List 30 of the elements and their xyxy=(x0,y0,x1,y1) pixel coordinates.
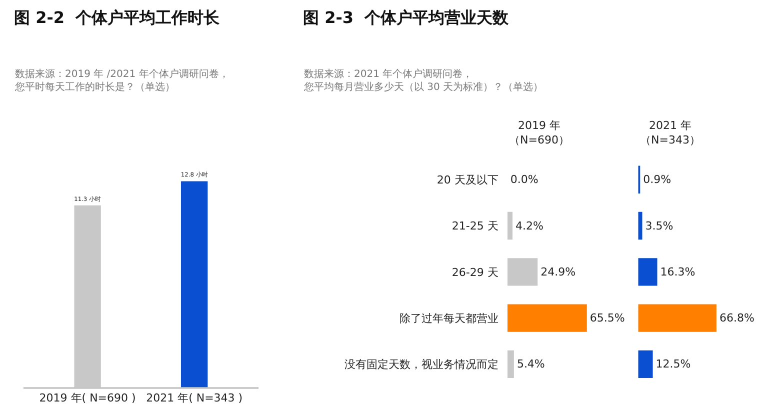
bar xyxy=(507,304,587,332)
y-tick-label: 除了过年每天都营业 xyxy=(399,312,498,325)
text: 数据来源：2021 年个体户调研问卷，您平均每月营业多少天（以 30 天为标准）？（单选） xyxy=(303,68,544,93)
text: 2019 年（N=690） xyxy=(509,119,570,146)
x-tick-label: 2019 年( N=690 ) xyxy=(39,391,136,404)
bar xyxy=(638,304,716,332)
y-tick-label: 21-25 天 xyxy=(452,220,498,233)
chart-subtitle: 数据来源：2019 年 /2021 年个体户调研问卷，您平时每天工作的时长是？（单选） xyxy=(14,68,229,93)
data-label: 4.2% xyxy=(515,219,544,232)
data-label: 3.5% xyxy=(645,219,674,232)
data-label: 66.8% xyxy=(719,312,754,325)
data-label: 16.3% xyxy=(660,265,696,278)
x-tick-label: 2021 年( N=343 ) xyxy=(146,391,243,404)
bar xyxy=(507,350,514,378)
data-label: 65.5% xyxy=(590,312,625,325)
data-label: 0.0% xyxy=(510,173,538,186)
y-tick-label: 没有固定天数，视业务情况而定 xyxy=(344,358,498,372)
text: 2021 年（N=343） xyxy=(640,119,700,146)
chart-title: 图 2-2 个体户平均工作时长 xyxy=(14,8,221,27)
data-label: 24.9% xyxy=(540,265,576,278)
bar xyxy=(638,258,658,286)
data-label: 5.4% xyxy=(516,358,545,371)
bar xyxy=(507,212,512,240)
chart-title: 图 2-3 个体户平均营业天数 xyxy=(303,8,510,27)
bar xyxy=(638,350,653,378)
bar xyxy=(507,258,538,286)
data-label: 12.5% xyxy=(656,358,691,371)
y-tick-label: 20 天及以下 xyxy=(436,173,498,186)
data-label: 0.9% xyxy=(643,173,672,186)
y-tick-label: 26-29 天 xyxy=(452,266,498,279)
